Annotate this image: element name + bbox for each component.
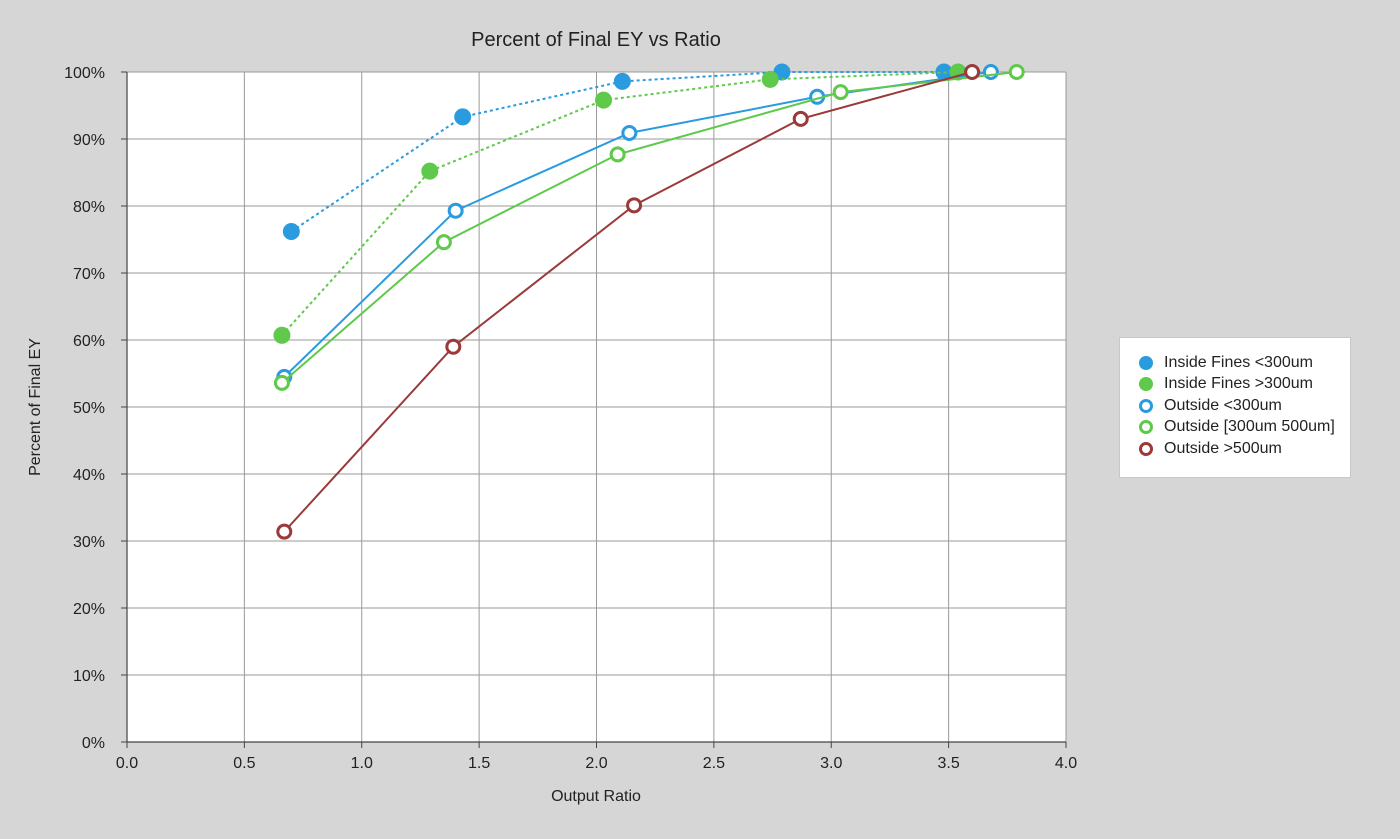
legend-label: Outside >500um: [1164, 439, 1282, 457]
legend-marker-icon: [1139, 420, 1153, 435]
data-point: [613, 72, 631, 90]
legend-marker-icon: [1139, 398, 1153, 413]
data-point: [273, 374, 290, 391]
x-tick-label: 1.5: [468, 755, 490, 772]
chart-title: Percent of Final EY vs Ratio: [471, 29, 721, 51]
data-point: [421, 162, 439, 180]
y-axis-label: Percent of Final EY: [27, 338, 44, 476]
y-tick-label: 100%: [64, 65, 105, 82]
data-point: [792, 110, 809, 127]
legend-item: Outside <300um: [1134, 395, 1350, 417]
legend-label: Inside Fines >300um: [1164, 375, 1313, 393]
data-point: [1008, 64, 1025, 80]
x-tick-label: 3.5: [938, 755, 960, 772]
x-tick-label: 0.0: [116, 755, 138, 772]
series-line: [290, 71, 944, 233]
y-tick-label: 30%: [73, 534, 105, 551]
series-group: [273, 64, 1025, 391]
data-point: [626, 197, 643, 214]
data-point: [276, 523, 293, 540]
axes: 0.0 0.5 1.0 1.5 2.0 2.5 3.0 3.5 4.0 0% 10% 20% 30% 40…: [64, 65, 1077, 772]
legend-item: Outside [300um 500um]: [1134, 417, 1350, 439]
x-tick-label: 1.0: [351, 755, 373, 772]
x-tick-label: 2.5: [703, 755, 725, 772]
legend-marker-icon: [1139, 355, 1153, 370]
data-point: [761, 70, 779, 88]
data-point: [454, 108, 472, 126]
legend-item: Inside Fines >300um: [1134, 374, 1350, 396]
data-point: [273, 326, 291, 344]
data-point: [435, 234, 452, 251]
data-point: [964, 64, 981, 80]
y-tick-label: 70%: [73, 266, 105, 283]
x-tick-label: 0.5: [233, 755, 255, 772]
legend-marker-icon: [1139, 377, 1153, 392]
y-tick-label: 60%: [73, 333, 105, 350]
legend: Inside Fines <300um Inside Fines >300um Ou…: [1119, 337, 1351, 478]
data-point: [609, 146, 626, 163]
y-tick-label: 80%: [73, 199, 105, 216]
grid: [126, 71, 1067, 743]
data-point: [832, 84, 849, 101]
data-point: [621, 124, 638, 141]
legend-label: Outside <300um: [1164, 396, 1282, 414]
series-layer: [273, 63, 1025, 540]
data-point: [282, 222, 300, 240]
x-axis-label: Output Ratio: [551, 788, 641, 805]
legend-label: Inside Fines <300um: [1164, 353, 1313, 371]
x-tick-label: 2.0: [585, 755, 607, 772]
data-point: [445, 338, 462, 355]
y-tick-label: 50%: [73, 400, 105, 417]
legend-item: Inside Fines <300um: [1134, 352, 1350, 374]
y-tick-label: 0%: [82, 735, 105, 752]
legend-item: Outside >500um: [1134, 438, 1350, 460]
y-tick-label: 90%: [73, 132, 105, 149]
series-group: [276, 64, 981, 540]
data-point: [982, 64, 999, 80]
y-tick-label: 20%: [73, 601, 105, 618]
data-point: [595, 91, 613, 109]
series-group: [273, 63, 967, 344]
legend-marker-icon: [1139, 441, 1153, 456]
legend-label: Outside [300um 500um]: [1164, 418, 1335, 436]
data-point: [447, 202, 464, 219]
x-tick-label: 4.0: [1055, 755, 1077, 772]
x-tick-label: 3.0: [820, 755, 842, 772]
y-tick-label: 10%: [73, 668, 105, 685]
y-tick-label: 40%: [73, 467, 105, 484]
